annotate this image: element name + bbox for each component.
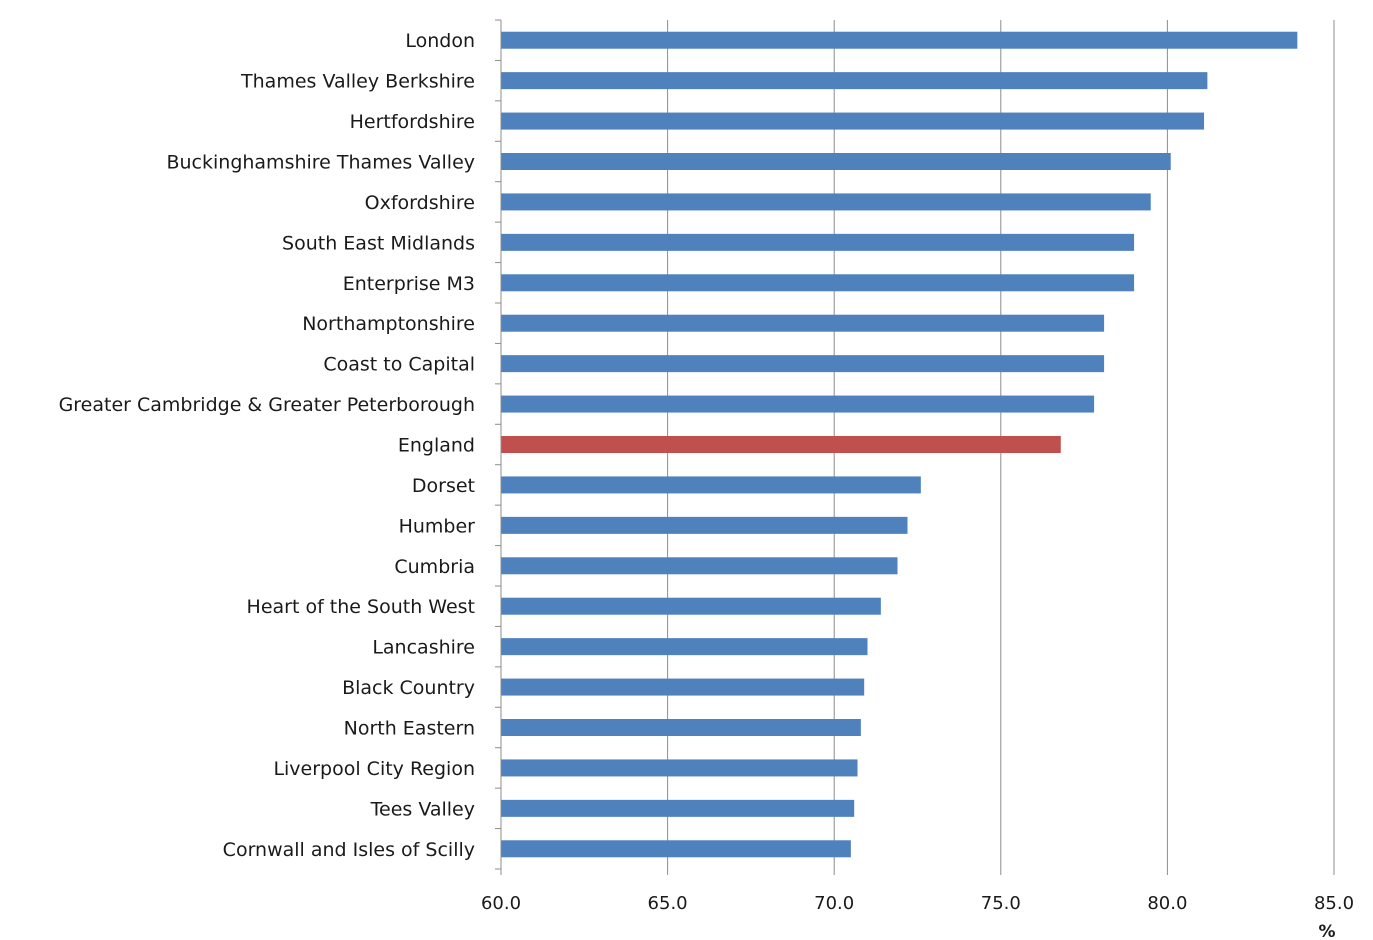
- category-label: Buckinghamshire Thames Valley: [166, 152, 475, 174]
- bars: [501, 31, 1298, 858]
- bar: [501, 274, 1135, 292]
- bar: [501, 112, 1205, 130]
- category-label: Dorset: [412, 475, 475, 497]
- bar: [501, 193, 1151, 211]
- category-label: Northamptonshire: [302, 313, 475, 335]
- category-label: Cornwall and Isles of Scilly: [223, 839, 475, 861]
- bar: [501, 31, 1298, 49]
- category-label: Greater Cambridge & Greater Peterborough: [59, 394, 475, 416]
- bar: [501, 759, 858, 777]
- category-label: Humber: [399, 515, 476, 537]
- bar: [501, 719, 861, 736]
- category-label: Heart of the South West: [247, 596, 475, 618]
- category-label: South East Midlands: [282, 232, 475, 254]
- category-label: Oxfordshire: [365, 192, 475, 214]
- category-label: Liverpool City Region: [273, 758, 475, 780]
- bar: [501, 557, 898, 575]
- bar: [501, 233, 1135, 251]
- bar: [501, 799, 855, 817]
- category-label: Thames Valley Berkshire: [240, 71, 475, 93]
- x-tick-label: 60.0: [481, 893, 521, 914]
- bar: [501, 72, 1208, 90]
- bar: [501, 678, 865, 696]
- category-label: Coast to Capital: [323, 354, 475, 376]
- x-tick-label: 80.0: [1147, 893, 1187, 914]
- category-label: Tees Valley: [370, 798, 475, 820]
- labels: 60.0 65.0 70.0 75.0 80.0 85.0 London Thames Val…: [59, 30, 1354, 914]
- axes: [495, 19, 1335, 875]
- bar: [501, 153, 1171, 170]
- bar: [501, 638, 868, 656]
- category-label: London: [405, 30, 475, 52]
- bar: [501, 840, 851, 858]
- category-label: Black Country: [342, 677, 475, 699]
- x-tick-label: 65.0: [648, 893, 688, 914]
- category-label: Enterprise M3: [343, 273, 475, 295]
- x-tick-label: 85.0: [1314, 893, 1354, 914]
- x-tick-label: 75.0: [981, 893, 1021, 914]
- bar: [501, 476, 921, 494]
- category-label: Lancashire: [372, 637, 475, 659]
- x-tick-label: 70.0: [814, 893, 854, 914]
- category-label: North Eastern: [344, 718, 475, 740]
- bar: [501, 314, 1105, 332]
- bar: [501, 355, 1105, 373]
- bar: [501, 516, 908, 534]
- category-label: England: [398, 435, 475, 457]
- bar: [501, 597, 881, 615]
- x-axis-unit-label: %: [1318, 922, 1335, 940]
- bar: [501, 395, 1095, 413]
- category-label: Hertfordshire: [350, 111, 475, 133]
- category-label: Cumbria: [394, 556, 475, 578]
- bar: [501, 436, 1061, 453]
